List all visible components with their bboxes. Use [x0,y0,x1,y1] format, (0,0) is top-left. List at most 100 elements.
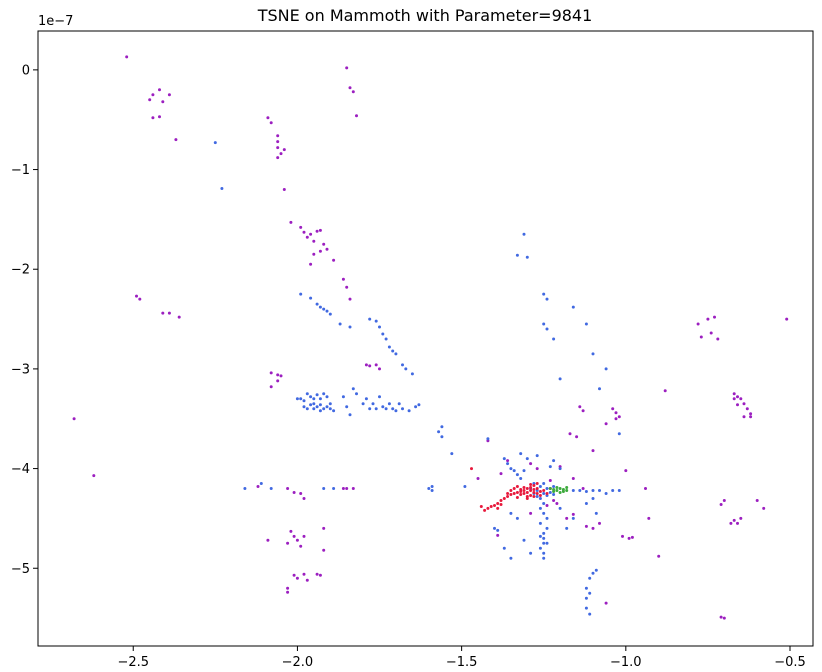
data-point-purple [174,138,178,142]
data-point-blue [384,407,388,411]
data-point-blue [463,485,467,488]
data-point-purple [581,487,585,490]
data-point-blue [538,534,542,538]
data-point-blue [381,405,385,409]
data-point-purple [276,134,280,138]
data-point-red [538,490,542,493]
x-tick-label: −0.5 [774,655,806,670]
data-point-purple [630,535,634,539]
data-point-blue [525,457,529,461]
data-point-purple [699,335,703,339]
data-point-purple [151,93,155,97]
data-point-purple [755,499,759,502]
data-point-red [515,485,519,488]
data-point-blue [374,407,378,411]
data-point-blue [545,516,549,520]
data-point-blue [535,495,539,498]
data-point-purple [611,407,615,411]
data-point-purple [315,572,319,576]
data-point-blue [322,407,326,411]
data-point-red [479,505,483,508]
data-point-blue [584,596,588,600]
data-point-purple [555,502,559,505]
data-point-purple [716,337,720,341]
data-point-purple [269,385,273,389]
data-point-purple [745,407,749,411]
data-point-purple [571,477,575,480]
data-point-purple [299,225,303,229]
data-point-purple [749,415,753,419]
data-point-blue [598,387,601,391]
data-point-purple [302,572,306,576]
data-point-purple [545,504,549,507]
data-point-blue [394,352,398,356]
data-point-purple [318,249,322,253]
data-point-blue [368,407,372,411]
data-point-purple [785,317,789,321]
data-point-blue [509,467,513,471]
data-point-blue [571,516,575,520]
data-point-blue [588,591,592,595]
data-point-red [525,497,529,500]
data-point-blue [315,405,319,409]
data-point-purple [161,311,165,315]
data-point-blue [545,526,549,530]
data-point-blue [312,407,316,411]
data-point-green [565,486,569,489]
data-point-purple [345,285,349,289]
data-point-purple [158,88,161,92]
data-point-blue [486,437,490,441]
data-point-purple [269,121,273,125]
data-point-blue [440,435,444,439]
data-point-blue [299,397,303,401]
data-point-purple [318,228,322,232]
data-point-blue [509,511,513,515]
data-point-blue [361,402,365,406]
data-point-red [529,489,533,492]
data-point-red [499,503,503,506]
data-point-purple [729,521,733,525]
y-tick-label: 0 [22,63,30,78]
data-point-red [535,487,539,490]
data-point-purple [598,521,601,525]
data-point-blue [328,312,332,316]
data-point-blue [309,296,313,300]
data-point-blue [558,377,562,381]
data-point-blue [493,526,496,530]
data-point-purple [742,415,746,419]
data-point-red [506,492,510,495]
data-point-blue [594,568,598,572]
data-point-blue [430,485,434,488]
data-point-purple [282,148,286,152]
data-point-purple [345,66,349,70]
data-point-green [552,490,556,493]
data-point-blue [552,485,556,488]
data-point-purple [736,521,739,525]
data-point-blue [604,367,608,371]
data-point-purple [148,98,152,102]
data-point-blue [542,511,546,515]
data-point-red [486,506,490,510]
data-point-red [532,484,536,487]
data-point-purple [348,86,352,90]
data-point-blue [522,232,526,236]
data-point-blue [598,489,601,492]
data-point-purple [279,374,283,378]
data-point-red [519,488,523,491]
data-point-purple [276,379,280,383]
data-point-purple [276,373,280,377]
data-point-blue [318,403,322,407]
data-point-blue [584,606,588,610]
data-point-blue [394,409,398,413]
data-point-blue [348,413,352,417]
data-point-blue [220,187,224,190]
data-point-purple [167,93,171,97]
data-point-blue [269,487,273,490]
data-point-purple [289,529,293,533]
data-point-purple [578,405,582,409]
data-point-red [532,495,536,498]
data-point-blue [496,528,500,532]
data-point-blue [571,305,575,309]
data-point-purple [325,247,329,251]
data-point-blue [591,352,595,356]
